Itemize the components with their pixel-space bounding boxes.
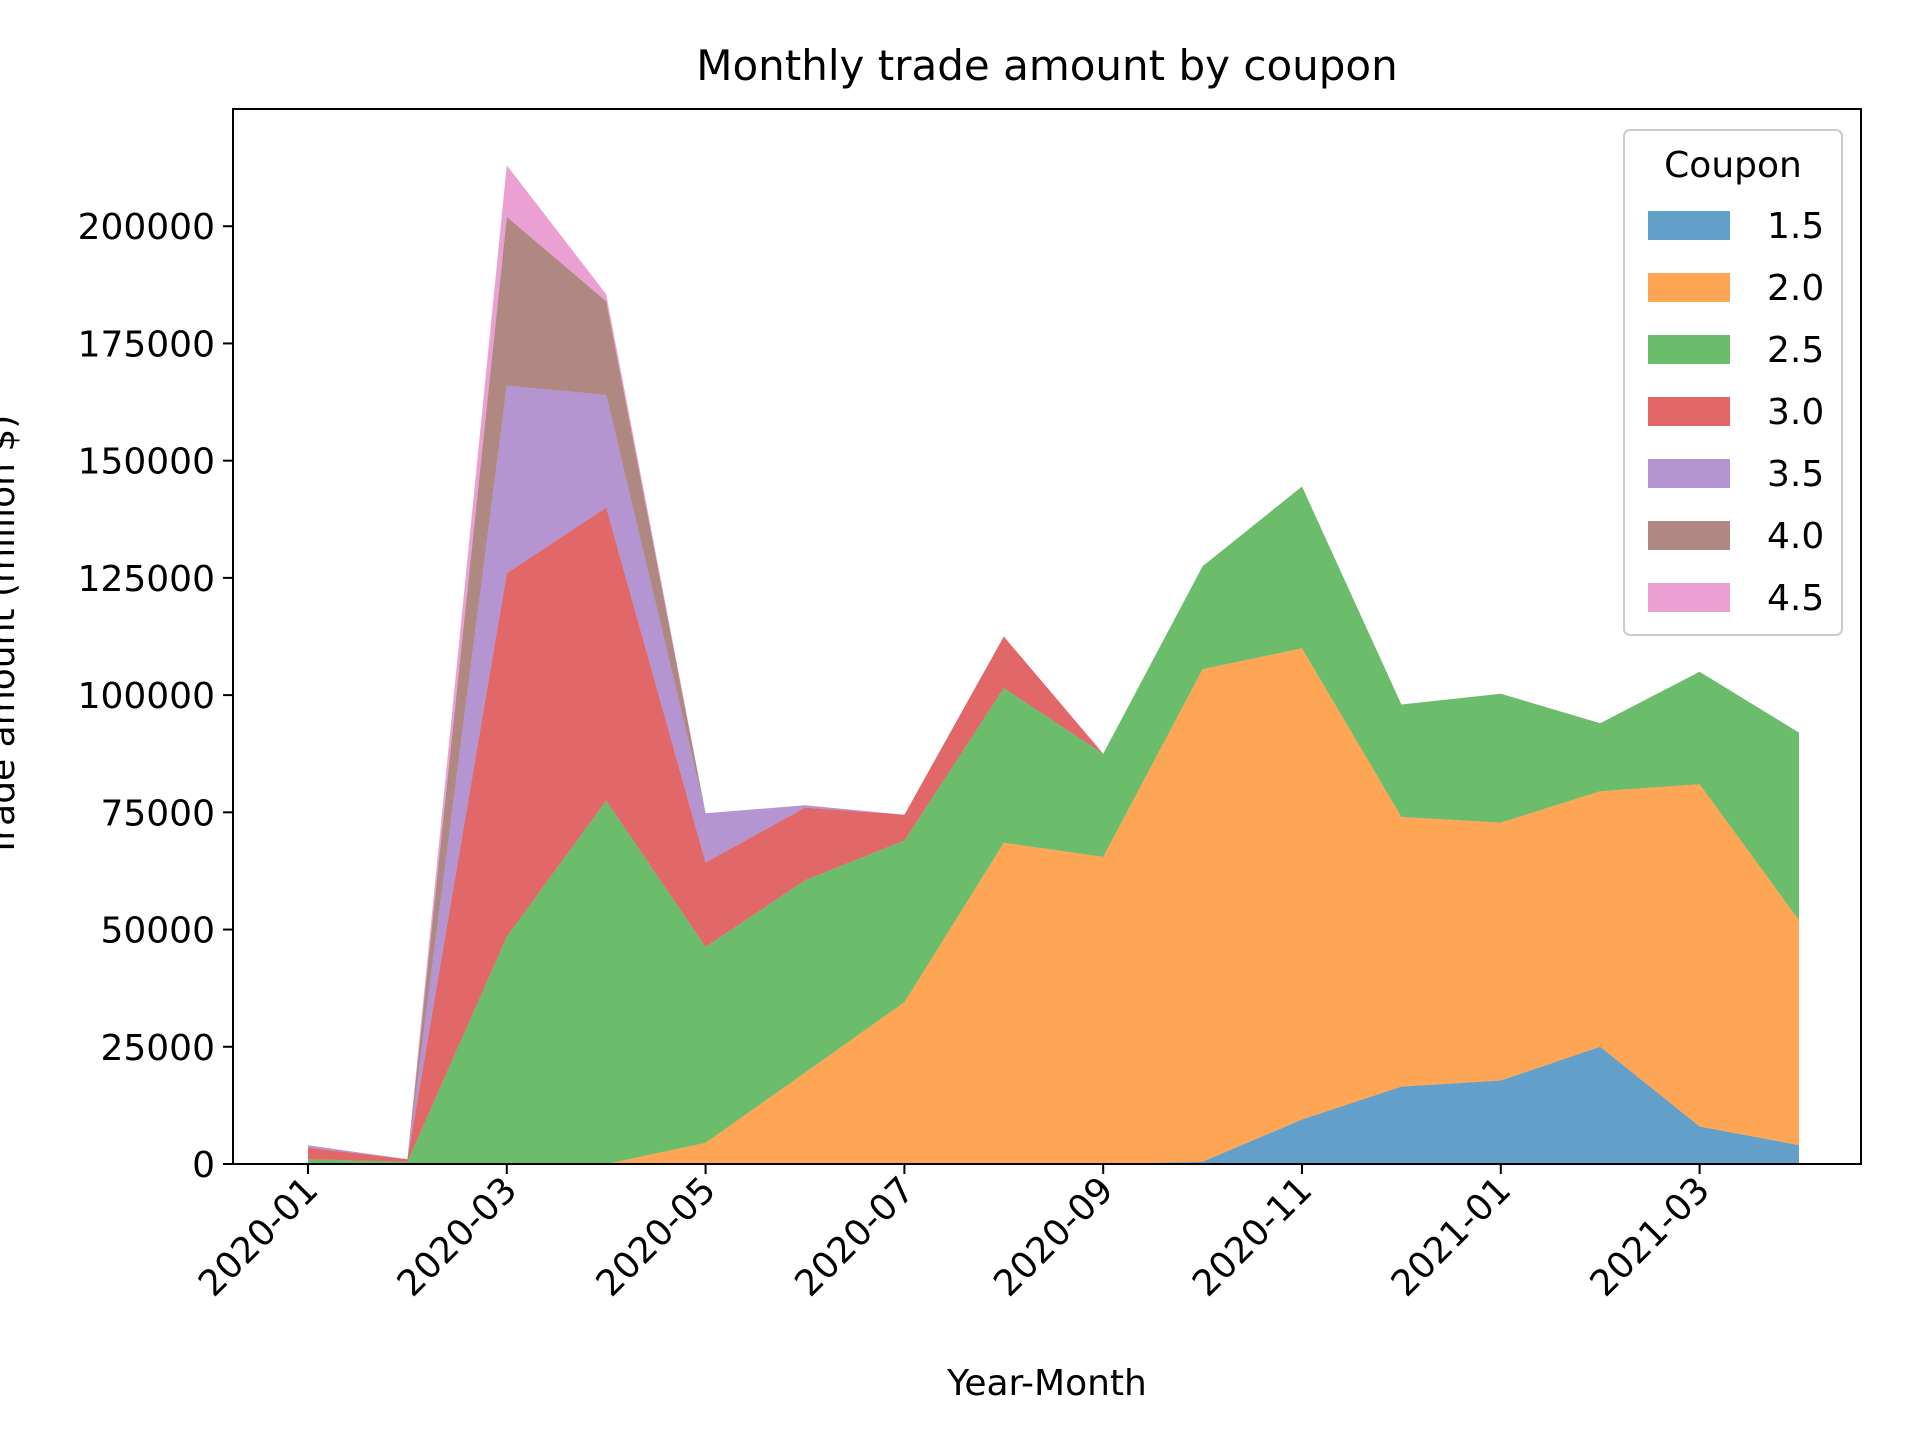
y-tick-label: 25000 (100, 1028, 215, 1069)
legend-title: Coupon (1664, 145, 1802, 186)
stacked-areas (308, 165, 1799, 1164)
y-tick-label: 100000 (78, 676, 215, 717)
y-tick-label: 50000 (100, 911, 215, 952)
legend-swatch-2.5 (1648, 335, 1730, 364)
legend-frame (1623, 129, 1843, 636)
legend-swatch-3.5 (1648, 459, 1730, 488)
x-tick-label: 2020-07 (787, 1169, 922, 1304)
legend-swatch-4.5 (1648, 583, 1730, 612)
y-tick-label: 125000 (78, 559, 215, 600)
legend-label: 2.5 (1767, 330, 1824, 371)
y-axis: 0 25000 50000 75000 100000 125000 150000 175000… (78, 207, 233, 1186)
x-axis: 2020-01 2020-03 2020-05 2020-07 2020-09 2020-… (191, 1164, 1718, 1305)
plot-frame (232, 108, 1862, 1165)
y-tick-label: 175000 (78, 324, 215, 365)
legend-label: 4.5 (1767, 578, 1824, 619)
x-tick-label: 2020-01 (191, 1169, 326, 1304)
legend-label: 2.0 (1767, 268, 1824, 309)
x-tick-label: 2020-03 (390, 1169, 525, 1304)
x-tick-label: 2021-03 (1583, 1169, 1718, 1304)
x-tick-label: 2020-09 (986, 1169, 1121, 1304)
x-tick-label: 2020-11 (1185, 1169, 1320, 1304)
legend-swatch-2.0 (1648, 273, 1730, 302)
area-series-1.5 (308, 1046, 1799, 1164)
y-tick-label: 0 (192, 1145, 215, 1186)
legend-label: 3.5 (1767, 454, 1824, 495)
y-tick-label: 150000 (78, 442, 215, 483)
y-tick-label: 75000 (100, 793, 215, 834)
legend: Coupon 1.5 2.0 2.5 3.0 3.5 4.0 4.5 (1623, 129, 1843, 636)
legend-swatch-1.5 (1648, 211, 1730, 240)
x-tick-label: 2021-01 (1384, 1169, 1519, 1304)
legend-label: 4.0 (1767, 516, 1824, 557)
legend-swatch-3.0 (1648, 397, 1730, 426)
legend-label: 3.0 (1767, 392, 1824, 433)
legend-label: 1.5 (1767, 206, 1824, 247)
area-series-2.0 (308, 648, 1799, 1164)
y-axis-label: Trade amount (million $) (0, 415, 23, 859)
chart-title: Monthly trade amount by coupon (696, 41, 1398, 90)
area-series-2.5 (308, 486, 1799, 1164)
x-tick-label: 2020-05 (589, 1169, 724, 1304)
x-axis-label: Year-Month (946, 1363, 1147, 1404)
y-tick-label: 200000 (78, 207, 215, 248)
legend-swatch-4.0 (1648, 521, 1730, 550)
